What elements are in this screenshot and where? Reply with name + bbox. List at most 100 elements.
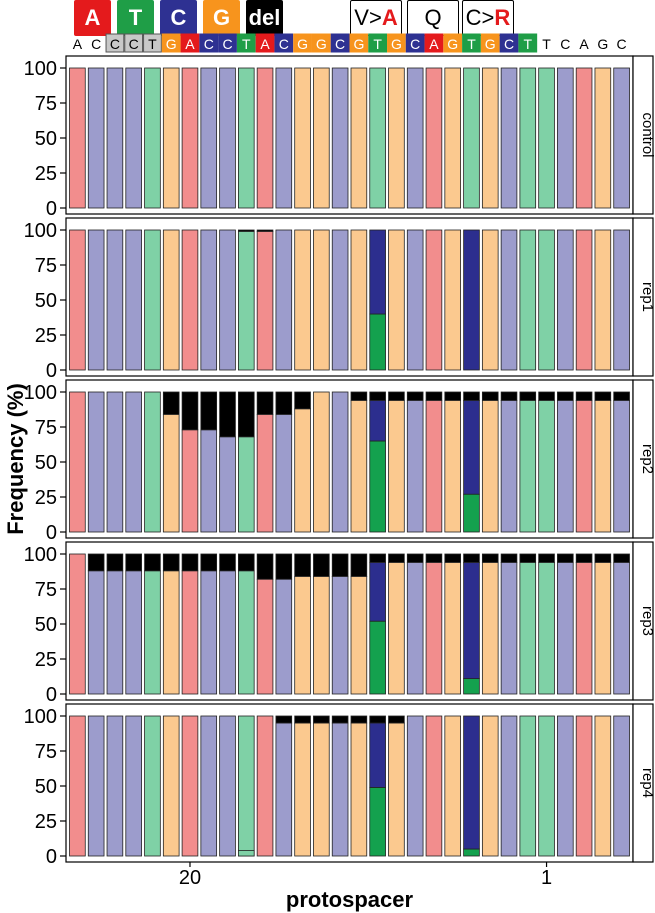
y-tick-label: 25 [35, 649, 57, 671]
bar-segment-del [331, 715, 349, 724]
bar-segment-G [313, 229, 330, 371]
facet-rep2: 0 25 50 75 100 rep2 [24, 379, 655, 544]
bar-segment-del [294, 391, 311, 410]
sequence-base: G [316, 36, 327, 52]
y-tick-label: 50 [35, 452, 57, 474]
x-tick-label: 1 [541, 867, 552, 889]
bar-segment-C [219, 436, 236, 533]
bar-segment-C [125, 570, 142, 695]
sequence-base: T [242, 36, 251, 52]
sequence-base-box [349, 33, 369, 53]
sequence-base: C [560, 36, 570, 52]
bar-segment-C [500, 562, 518, 695]
bar-segment-A [256, 67, 274, 209]
y-tick-label: 50 [35, 290, 57, 312]
bar-segment-C [613, 399, 630, 533]
bar-segment-G [444, 562, 462, 695]
bar-segment-T [463, 493, 480, 533]
bar-segment-T [369, 67, 386, 209]
bar-segment-del [500, 553, 518, 563]
bar-segment-T [369, 620, 386, 695]
sequence-base: C [222, 36, 232, 52]
bar-segment-A [256, 578, 274, 695]
y-tick-label: 100 [24, 706, 57, 728]
bar-segment-G [481, 229, 499, 371]
bar-segment-C [369, 722, 386, 788]
y-tick-label: 0 [46, 846, 57, 868]
bar-segment-C [406, 715, 424, 857]
bar-segment-G [313, 576, 330, 695]
bar-segment-C [275, 229, 293, 371]
bar-segment-C [406, 562, 424, 695]
bar-segment-del [275, 391, 293, 415]
bar-segment-G [388, 722, 405, 857]
y-tick-label: 25 [35, 811, 57, 833]
bar-segment-A [256, 715, 274, 857]
bar-segment-T [463, 678, 480, 695]
sequence-base-box [387, 33, 406, 53]
bar-segment-del [294, 715, 311, 724]
bar-segment-C [557, 715, 574, 857]
legend-edit-target: R [494, 5, 511, 30]
y-tick-label: 75 [35, 255, 57, 277]
bar-segment-T [237, 67, 255, 209]
bar-segment-G [294, 576, 311, 695]
bar-segment-del [538, 553, 555, 563]
bar-segment-G [162, 67, 180, 209]
legend-edit-key: C> R [462, 0, 514, 36]
bar-segment-G [481, 399, 499, 533]
y-tick-label: 25 [35, 487, 57, 509]
bar-segment-A [181, 229, 199, 371]
bar-segment-C [275, 578, 293, 695]
bar-segment-C [219, 570, 236, 695]
bar-segment-C [125, 67, 142, 209]
bar-segment-T [519, 562, 537, 695]
bar-segment-C [87, 229, 105, 371]
bar-segment-del [313, 553, 330, 577]
facet-control: 0 25 50 75 100 control [24, 55, 655, 220]
bar-segment-del [331, 553, 349, 577]
bar-segment-T [369, 313, 386, 371]
bar-segment-T [237, 570, 255, 695]
bar-segment-T [237, 715, 255, 857]
bar-segment-A [69, 715, 86, 857]
bar-segment-del [463, 391, 480, 401]
bar-segment-C [275, 67, 293, 209]
bar-segment-del [613, 391, 630, 401]
bar-segment-C [613, 229, 630, 371]
bar-segment-T [538, 399, 555, 533]
bar-segment-A [425, 399, 443, 533]
sequence-base-box [199, 33, 219, 53]
bar-segment-C [613, 562, 630, 695]
bar-segment-C [331, 722, 349, 857]
bar-segment-T [237, 436, 255, 533]
bar-segment-del [219, 391, 236, 438]
bar-segment-T [519, 715, 537, 857]
bar-segment-T [144, 391, 161, 533]
sequence-base: T [467, 36, 476, 52]
bar-segment-A [69, 67, 86, 209]
bar-segment-del [369, 553, 386, 563]
facet-label: rep1 [639, 282, 655, 312]
bar-segment-A [181, 715, 199, 857]
sequence-base: G [597, 36, 608, 52]
y-tick-label: 100 [24, 220, 57, 242]
bar-segment-del [519, 391, 537, 401]
y-tick-label: 100 [24, 544, 57, 566]
bar-segment-C [200, 429, 218, 533]
y-tick-label: 50 [35, 776, 57, 798]
bar-segment-G [313, 67, 330, 209]
y-tick-label: 75 [35, 417, 57, 439]
y-tick-label: 75 [35, 579, 57, 601]
bar-segment-A [69, 391, 86, 533]
bar-segment-del [313, 715, 330, 724]
bar-segment-del [388, 391, 405, 401]
legend-key-T: T [117, 0, 154, 36]
sequence-base-box [499, 33, 519, 53]
bar-segment-G [350, 399, 368, 533]
bar-segment-del [463, 553, 480, 563]
x-axis-label: protospacer [286, 887, 414, 912]
legend-key-del: del [246, 0, 283, 36]
bar-segment-del [237, 229, 255, 232]
bar-segment-del [350, 715, 368, 724]
